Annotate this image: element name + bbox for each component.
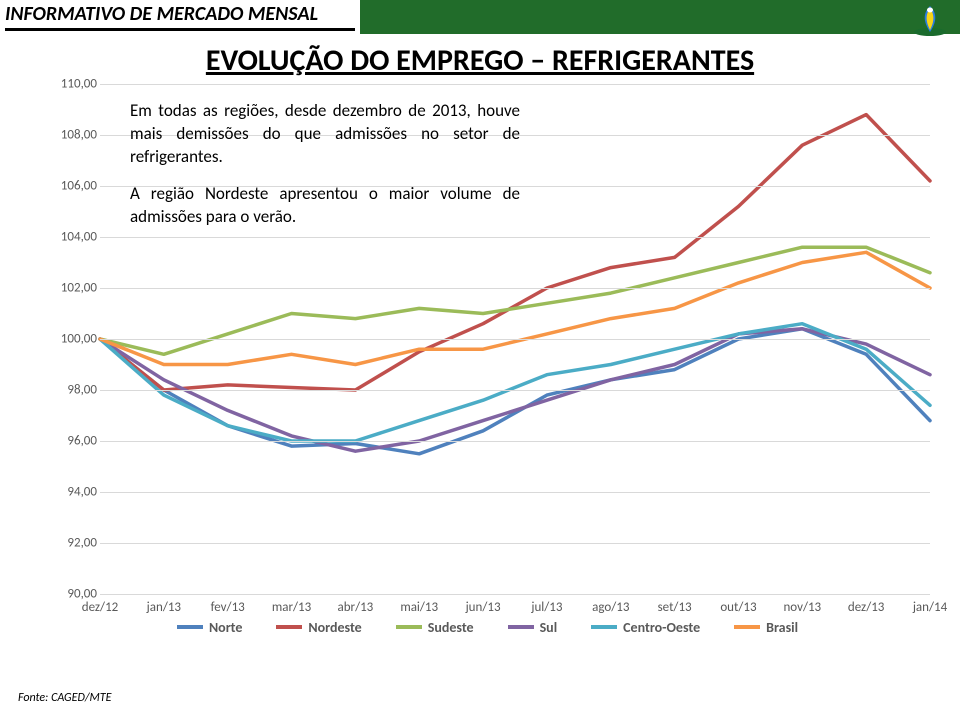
y-tick-label: 102,00 xyxy=(47,281,97,296)
gridline xyxy=(100,492,930,493)
header-green-bar xyxy=(360,0,960,34)
page-title: EVOLUÇÃO DO EMPREGO – REFRIGERANTES xyxy=(0,42,960,79)
gridline xyxy=(100,339,930,340)
legend-item-centro: Centro-Oeste xyxy=(591,619,700,636)
legend-item-nordeste: Nordeste xyxy=(276,619,361,636)
legend-label-nordeste: Nordeste xyxy=(308,619,361,636)
legend-swatch-centro xyxy=(591,625,617,629)
gridline xyxy=(100,84,930,85)
x-tick-label: mai/13 xyxy=(400,600,438,615)
gridline xyxy=(100,594,930,595)
x-tick-label: dez/12 xyxy=(82,600,119,615)
legend-item-norte: Norte xyxy=(177,619,242,636)
header-underline xyxy=(5,28,355,31)
paragraph-1: Em todas as regiões, desde dezembro de 2… xyxy=(130,100,520,169)
x-tick-label: nov/13 xyxy=(783,600,821,615)
gridline xyxy=(100,441,930,442)
legend-swatch-sudeste xyxy=(396,625,422,629)
header: INFORMATIVO DE MERCADO MENSAL xyxy=(0,0,960,36)
legend: Norte Nordeste Sudeste Sul Centro-Oeste … xyxy=(40,614,935,640)
x-tick-label: mar/13 xyxy=(272,600,311,615)
legend-label-centro: Centro-Oeste xyxy=(623,619,700,636)
y-tick-label: 106,00 xyxy=(47,179,97,194)
gridline xyxy=(100,543,930,544)
legend-swatch-norte xyxy=(177,625,203,629)
legend-item-sudeste: Sudeste xyxy=(396,619,474,636)
legend-swatch-nordeste xyxy=(276,625,302,629)
legend-label-brasil: Brasil xyxy=(766,619,798,636)
x-tick-label: out/13 xyxy=(720,600,756,615)
source-text: Fonte: CAGED/MTE xyxy=(18,691,111,705)
y-tick-label: 98,00 xyxy=(47,383,97,398)
x-tick-label: jan/14 xyxy=(913,600,947,615)
y-tick-label: 100,00 xyxy=(47,332,97,347)
y-tick-label: 104,00 xyxy=(47,230,97,245)
x-tick-label: fev/13 xyxy=(211,600,245,615)
gridline xyxy=(100,288,930,289)
legend-swatch-sul xyxy=(508,625,534,629)
legend-label-norte: Norte xyxy=(209,619,242,636)
paragraph-2: A região Nordeste apresentou o maior vol… xyxy=(130,183,520,229)
x-tick-label: set/13 xyxy=(658,600,692,615)
x-tick-label: jan/13 xyxy=(147,600,181,615)
x-tick-label: ago/13 xyxy=(592,600,629,615)
y-tick-label: 110,00 xyxy=(47,77,97,92)
y-tick-label: 96,00 xyxy=(47,434,97,449)
gridline xyxy=(100,390,930,391)
y-tick-label: 94,00 xyxy=(47,485,97,500)
legend-label-sudeste: Sudeste xyxy=(428,619,474,636)
x-tick-label: jun/13 xyxy=(466,600,501,615)
legend-label-sul: Sul xyxy=(540,619,558,636)
description-text: Em todas as regiões, desde dezembro de 2… xyxy=(130,100,520,243)
header-title: INFORMATIVO DE MERCADO MENSAL xyxy=(5,2,318,26)
legend-swatch-brasil xyxy=(734,625,760,629)
series-line-norte xyxy=(100,329,930,454)
y-tick-label: 108,00 xyxy=(47,128,97,143)
logo-icon xyxy=(910,2,950,38)
legend-item-sul: Sul xyxy=(508,619,558,636)
x-tick-label: jul/13 xyxy=(531,600,562,615)
legend-item-brasil: Brasil xyxy=(734,619,798,636)
x-tick-label: dez/13 xyxy=(848,600,885,615)
y-tick-label: 92,00 xyxy=(47,536,97,551)
x-tick-label: abr/13 xyxy=(337,600,373,615)
